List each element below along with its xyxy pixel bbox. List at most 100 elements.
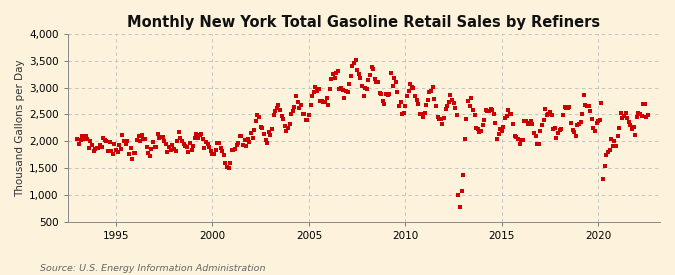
Point	[608, 144, 618, 148]
Point	[572, 123, 583, 127]
Point	[296, 102, 306, 107]
Point	[424, 89, 435, 94]
Point	[271, 106, 282, 111]
Point	[405, 82, 416, 87]
Point	[512, 137, 523, 141]
Point	[292, 100, 303, 104]
Point	[588, 126, 599, 131]
Point	[212, 141, 223, 145]
Point	[575, 120, 586, 124]
Point	[252, 113, 263, 117]
Point	[612, 133, 623, 138]
Point	[159, 138, 169, 143]
Point	[297, 112, 308, 117]
Point	[335, 85, 346, 90]
Point	[88, 149, 99, 153]
Point	[443, 100, 454, 104]
Point	[226, 148, 237, 152]
Point	[288, 108, 298, 113]
Point	[517, 138, 528, 142]
Point	[93, 146, 104, 150]
Point	[259, 132, 269, 136]
Point	[326, 77, 337, 82]
Point	[355, 76, 366, 80]
Point	[395, 100, 406, 104]
Point	[392, 90, 403, 94]
Point	[574, 122, 585, 127]
Point	[368, 67, 379, 72]
Point	[591, 121, 602, 125]
Point	[112, 150, 123, 154]
Point	[500, 116, 510, 120]
Point	[177, 138, 188, 143]
Point	[127, 157, 138, 161]
Point	[570, 134, 581, 138]
Point	[431, 104, 441, 109]
Point	[469, 113, 480, 118]
Point	[103, 149, 113, 153]
Point	[250, 119, 261, 123]
Point	[585, 109, 595, 114]
Point	[325, 87, 335, 91]
Point	[455, 205, 466, 209]
Point	[452, 113, 462, 117]
Point	[200, 140, 211, 144]
Point	[624, 120, 634, 125]
Point	[98, 136, 109, 140]
Point	[441, 103, 452, 108]
Point	[173, 130, 184, 134]
Point	[559, 104, 570, 109]
Point	[104, 140, 115, 145]
Point	[374, 91, 385, 95]
Point	[279, 124, 290, 129]
Point	[423, 97, 433, 102]
Point	[556, 127, 567, 131]
Point	[595, 118, 605, 123]
Point	[191, 132, 202, 136]
Point	[247, 136, 258, 140]
Point	[468, 108, 479, 112]
Point	[493, 132, 504, 136]
Point	[228, 148, 239, 152]
Point	[496, 129, 507, 133]
Point	[221, 165, 232, 169]
Point	[78, 137, 89, 141]
Point	[111, 148, 122, 152]
Point	[354, 72, 364, 76]
Point	[340, 89, 351, 93]
Point	[347, 64, 358, 68]
Point	[291, 94, 302, 99]
Point	[278, 117, 289, 122]
Point	[344, 81, 354, 86]
Point	[342, 90, 353, 94]
Point	[125, 146, 136, 151]
Point	[161, 142, 171, 146]
Point	[352, 68, 362, 72]
Point	[533, 142, 544, 146]
Point	[413, 102, 424, 106]
Point	[462, 99, 473, 103]
Point	[334, 87, 345, 91]
Point	[535, 129, 546, 133]
Point	[481, 108, 491, 113]
Point	[504, 112, 515, 116]
Point	[294, 106, 304, 110]
Point	[419, 111, 430, 116]
Point	[241, 144, 252, 148]
Point	[286, 111, 296, 116]
Point	[460, 137, 470, 141]
Point	[450, 105, 460, 110]
Point	[338, 87, 348, 92]
Point	[397, 112, 408, 117]
Point	[283, 126, 294, 131]
Point	[175, 136, 186, 140]
Point	[310, 84, 321, 89]
Point	[124, 152, 134, 156]
Point	[437, 122, 448, 126]
Point	[99, 138, 110, 142]
Point	[302, 118, 313, 122]
Point	[394, 104, 404, 109]
Point	[429, 97, 439, 101]
Point	[157, 135, 168, 139]
Point	[434, 117, 445, 121]
